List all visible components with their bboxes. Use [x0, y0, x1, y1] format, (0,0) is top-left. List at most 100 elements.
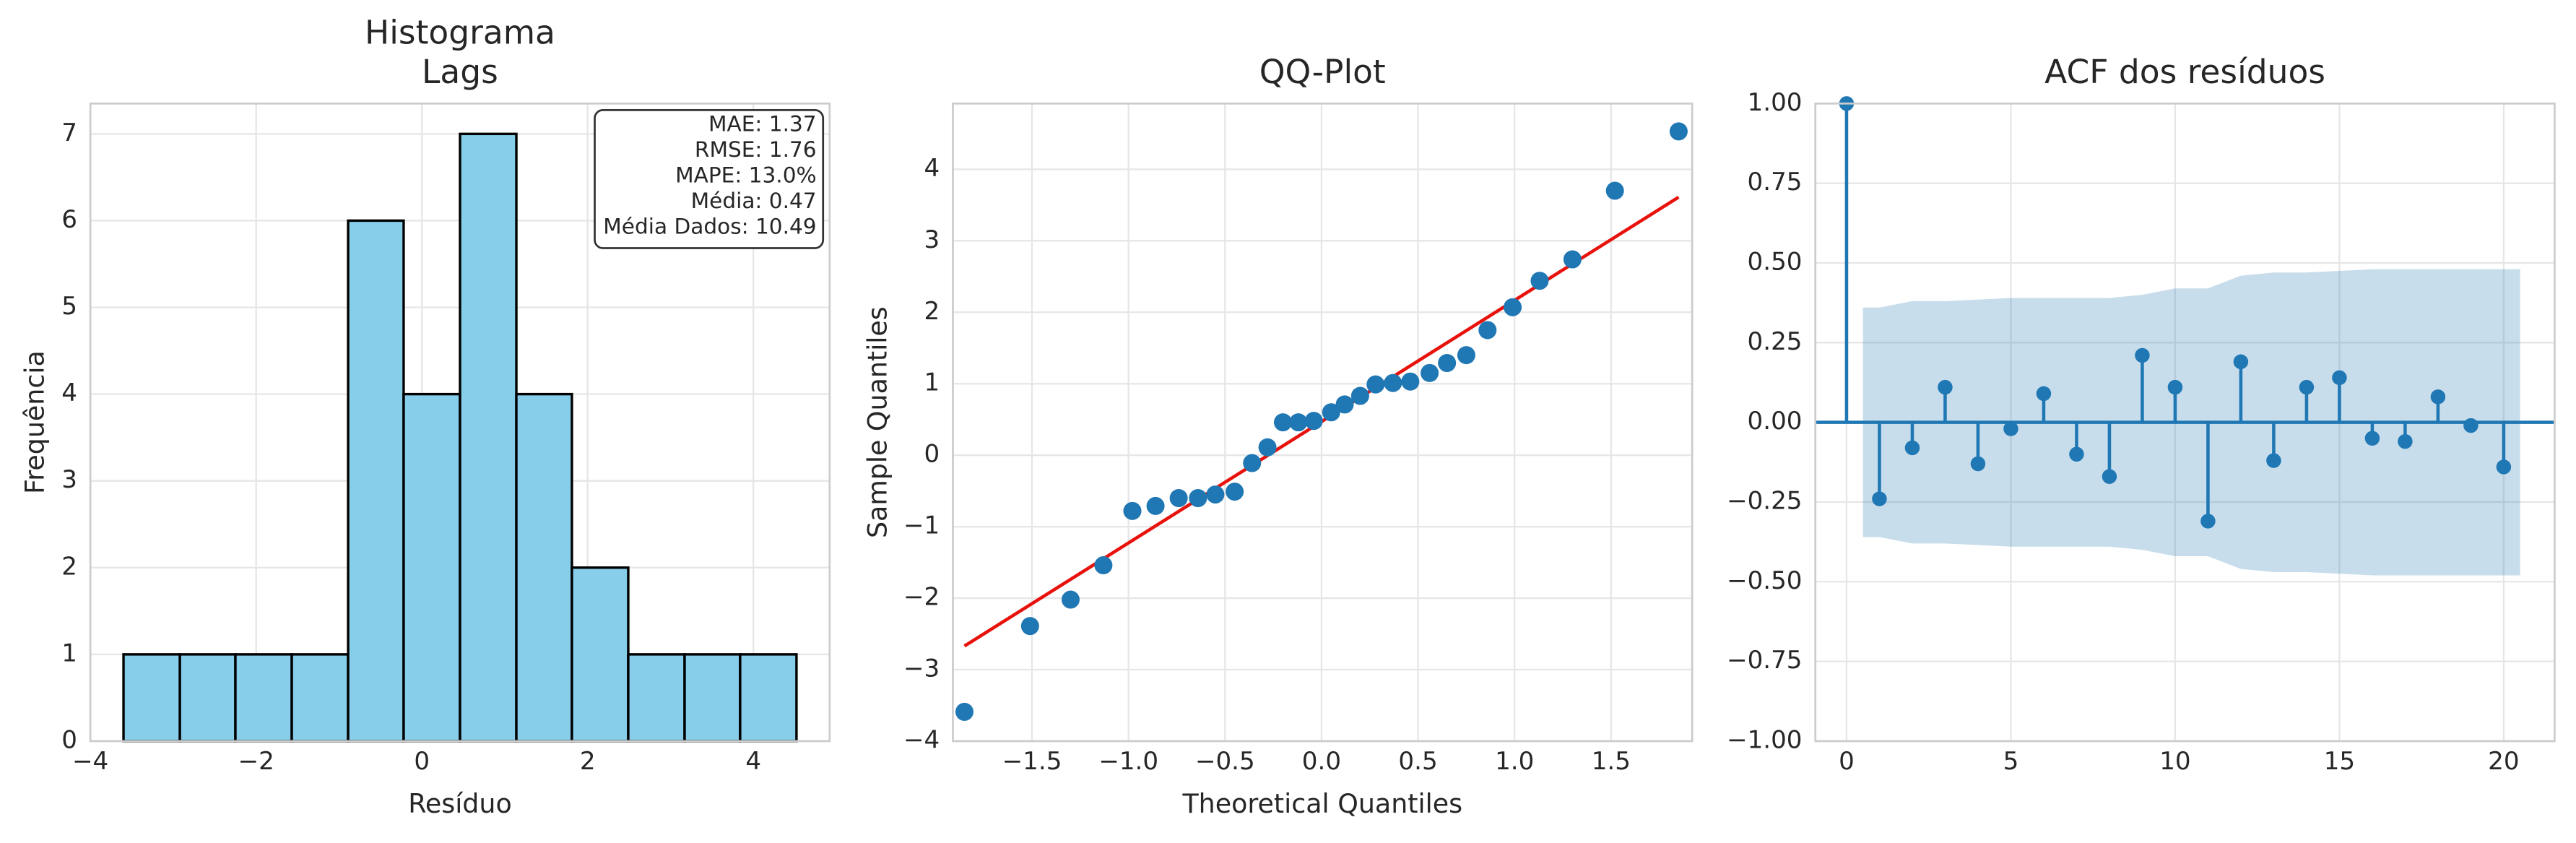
y-tick-label: 0.50 — [1748, 247, 1803, 276]
stem-marker — [2332, 370, 2347, 386]
chart-title: ACF dos resíduos — [2044, 53, 2325, 91]
y-tick-label: 0.25 — [1748, 327, 1803, 356]
bar — [347, 219, 405, 743]
stem-marker — [2398, 433, 2413, 449]
point — [1020, 617, 1039, 636]
axes-frame — [89, 102, 831, 743]
stem-marker — [2003, 421, 2018, 436]
y-tick-label: 6 — [61, 205, 77, 234]
axes-frame — [1814, 102, 2556, 743]
x-tick-label: 5 — [2003, 747, 2019, 776]
point — [1146, 496, 1165, 515]
x-tick-label: −1.5 — [1002, 747, 1062, 776]
point — [1094, 556, 1113, 575]
y-tick-label: −1.00 — [1727, 725, 1803, 754]
stats-text: Média Dados: 10.49 — [603, 214, 816, 238]
point — [1304, 412, 1323, 431]
y-tick-label: −0.25 — [1727, 486, 1803, 515]
point — [1061, 590, 1080, 609]
y-tick-label: 0.00 — [1748, 407, 1803, 436]
bar — [122, 653, 181, 743]
y-axis-label: Sample Quantiles — [862, 306, 893, 538]
stats-text: RMSE: 1.76 — [695, 137, 817, 162]
bar — [178, 653, 237, 743]
y-tick-label: 1 — [61, 639, 77, 667]
x-axis-label: Theoretical Quantiles — [1181, 788, 1462, 819]
y-tick-label: 4 — [924, 154, 940, 183]
x-tick-label: −1.0 — [1098, 747, 1158, 776]
stats-text: MAPE: 13.0% — [675, 163, 817, 187]
y-tick-label: 0 — [61, 725, 77, 754]
bar — [234, 653, 293, 743]
point — [1421, 363, 1439, 382]
x-tick-label: 2 — [580, 747, 596, 776]
point — [1350, 386, 1369, 405]
bar — [683, 653, 742, 743]
point — [1478, 321, 1497, 340]
stem-marker — [2200, 514, 2216, 529]
point — [1322, 403, 1340, 422]
chart-title: QQ-Plot — [1259, 53, 1386, 91]
bar — [739, 653, 798, 743]
bar — [571, 566, 630, 743]
stem-marker — [2364, 431, 2380, 446]
bar — [290, 653, 350, 743]
stem-marker — [2430, 389, 2446, 405]
x-tick-label: −0.5 — [1195, 747, 1255, 776]
x-axis-label: Resíduo — [408, 788, 511, 819]
y-tick-label: 3 — [924, 225, 940, 254]
stem-marker — [2167, 379, 2183, 395]
stem-marker — [2233, 354, 2249, 370]
stem-marker — [2102, 469, 2117, 484]
point — [955, 702, 973, 721]
stats-text: MAE: 1.37 — [708, 111, 817, 136]
y-tick-label: 1 — [924, 368, 940, 397]
point — [1243, 454, 1262, 472]
y-tick-label: 4 — [61, 379, 77, 407]
x-tick-label: 0 — [414, 747, 430, 776]
x-tick-label: −4 — [72, 747, 108, 776]
bar — [459, 132, 518, 743]
point — [1189, 489, 1207, 508]
point — [1123, 501, 1142, 520]
point — [1206, 485, 1225, 504]
stem-marker — [1872, 491, 1887, 506]
y-tick-label: −0.75 — [1727, 646, 1803, 675]
bar — [515, 392, 573, 743]
point — [1530, 272, 1549, 290]
stem-marker — [2135, 347, 2150, 363]
stem-marker — [1938, 379, 1953, 395]
stats-box — [594, 109, 825, 249]
point — [1504, 298, 1522, 316]
point — [1401, 372, 1420, 391]
point — [1273, 413, 1292, 432]
y-tick-label: −0.50 — [1727, 566, 1803, 595]
point — [1384, 373, 1402, 392]
point — [1289, 413, 1308, 432]
point — [1438, 353, 1457, 373]
y-tick-label: 1.00 — [1748, 88, 1803, 117]
y-tick-label: 0 — [924, 440, 940, 469]
y-tick-label: −2 — [903, 583, 940, 612]
stem-marker — [2299, 379, 2315, 395]
x-tick-label: 0.5 — [1398, 747, 1437, 776]
axes-frame — [952, 102, 1694, 743]
x-tick-label: −2 — [238, 747, 274, 776]
point — [1169, 489, 1188, 508]
stem-marker — [2463, 418, 2479, 433]
point — [1226, 483, 1244, 501]
y-tick-label: 0.75 — [1748, 168, 1803, 196]
x-tick-label: 20 — [2488, 747, 2519, 776]
point — [1669, 122, 1688, 141]
y-tick-label: 7 — [61, 118, 77, 147]
bar — [402, 392, 461, 743]
x-tick-label: 10 — [2159, 747, 2190, 776]
stem-marker — [2036, 386, 2052, 402]
y-tick-label: 3 — [61, 465, 77, 494]
point — [1335, 395, 1354, 414]
chart-title: Histograma — [365, 13, 555, 51]
point — [1366, 375, 1385, 394]
y-tick-label: −4 — [903, 725, 940, 754]
